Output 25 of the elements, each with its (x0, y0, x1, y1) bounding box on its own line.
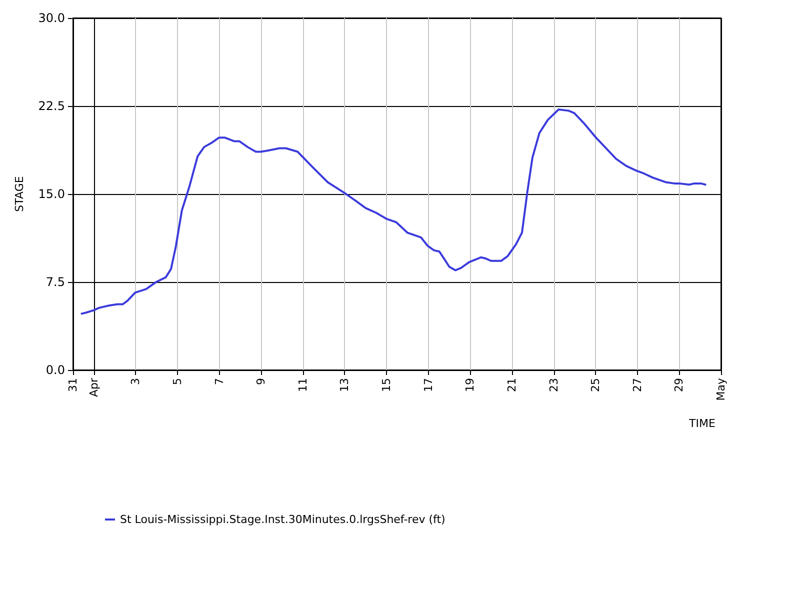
x-tick-label: Apr (87, 378, 100, 398)
x-tick-label: 25 (589, 378, 602, 392)
x-tick-label: May (714, 378, 728, 401)
y-tick-label: 7.5 (46, 275, 65, 289)
y-tick-label: 15.0 (38, 187, 65, 201)
y-tick-label: 0.0 (46, 363, 65, 377)
x-tick-label: 31 (66, 378, 80, 392)
x-tick-label: 21 (505, 378, 518, 392)
x-tick-label: 13 (338, 378, 352, 392)
x-tick-label: 17 (422, 378, 435, 392)
y-axis-title: STAGE (13, 176, 26, 212)
x-tick-label: 5 (171, 378, 184, 385)
x-tick-label: 19 (464, 378, 477, 392)
y-tick-label: 22.5 (38, 99, 65, 113)
x-tick-label: 9 (254, 378, 268, 385)
legend-label: St Louis-Mississippi.Stage.Inst.30Minutes.0.lrgsShef-rev (ft) (120, 513, 446, 526)
y-tick-label: 30.0 (38, 11, 65, 25)
x-tick-label: 15 (380, 378, 394, 392)
x-tick-label: 27 (630, 378, 644, 392)
x-axis-title: TIME (688, 417, 716, 430)
x-tick-label: 7 (212, 378, 226, 385)
x-tick-label: 23 (547, 378, 560, 392)
x-tick-label: 3 (129, 378, 142, 385)
x-tick-label: 11 (296, 378, 310, 392)
x-tick-label: 29 (672, 378, 686, 392)
